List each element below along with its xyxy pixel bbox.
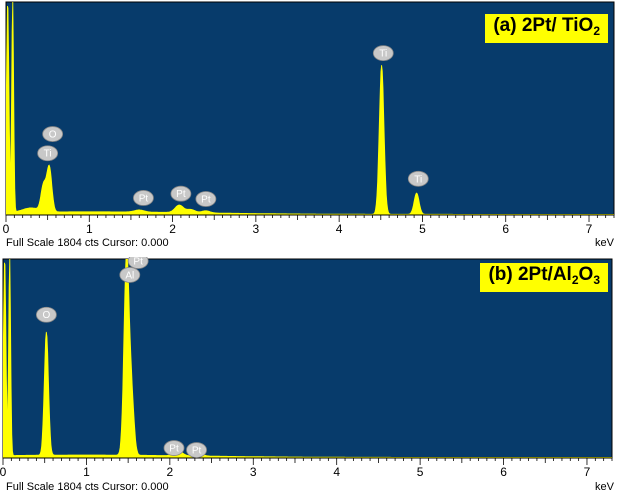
- spectrum-series-a: [6, 2, 614, 215]
- peak-label: Pt: [192, 446, 202, 457]
- x-tick-label: 6: [500, 465, 507, 479]
- peak-marker-pt: Pt: [127, 257, 149, 269]
- x-tick-label: 1: [86, 222, 93, 236]
- peak-marker-pt: Pt: [163, 440, 185, 456]
- peak-label: Ti: [379, 49, 387, 60]
- spectrum-panel-b: 0 1 2 3 4 5 6 7 Pt Al O Pt Pt (b) 2Pt/Al2O3 Full Sca…: [0, 257, 618, 496]
- peak-label: Pt: [133, 257, 143, 267]
- chart-title-a-text: (a) 2Pt/ TiO: [493, 15, 594, 36]
- peak-label: Pt: [139, 193, 149, 204]
- peak-marker-pt: Pt: [186, 442, 207, 458]
- peak-label: Pt: [176, 189, 186, 200]
- unit-label-a: keV: [595, 237, 614, 249]
- chart-title-a: (a) 2Pt/ TiO2: [485, 14, 608, 43]
- x-tick-label: 7: [586, 222, 593, 236]
- chart-title-b-text: (b) 2Pt/Al: [488, 264, 572, 285]
- peak-marker-ti: Ti: [407, 170, 429, 187]
- peak-label: Ti: [44, 149, 52, 160]
- peak-label: Pt: [201, 195, 211, 206]
- x-tick-label: 1: [83, 465, 90, 479]
- x-tick-label: 2: [169, 222, 176, 236]
- peak-marker-o: O: [42, 126, 64, 142]
- peak-label: O: [42, 310, 50, 321]
- peak-marker-ti: Ti: [372, 45, 394, 62]
- x-tick-label: 2: [167, 465, 174, 479]
- peak-marker-ti: Ti: [37, 145, 59, 162]
- x-tick-label: 0: [0, 465, 7, 479]
- x-tick-label: 4: [333, 465, 340, 479]
- chart-title-b: (b) 2Pt/Al2O3: [480, 263, 608, 292]
- peak-marker-o: O: [35, 306, 57, 323]
- x-tick-label: 4: [336, 222, 343, 236]
- x-tick-label: 7: [584, 465, 591, 479]
- chart-title-b-subscript: 2: [571, 273, 579, 287]
- peak-label: Al: [125, 270, 134, 281]
- x-tick-label: 0: [3, 222, 10, 236]
- footer-b: Full Scale 1804 cts Cursor: 0.000: [6, 481, 169, 493]
- peak-label: Pt: [169, 444, 179, 455]
- chart-title-a-subscript: 2: [593, 24, 600, 38]
- peak-marker-al: Al: [119, 267, 141, 283]
- x-tick-label: 6: [502, 222, 509, 236]
- unit-label-b: keV: [595, 481, 614, 493]
- peak-label: Ti: [414, 174, 422, 185]
- x-tick-label: 5: [417, 465, 424, 479]
- x-tick-label: 3: [250, 465, 257, 479]
- spectrum-panel-a: 0 1 2 3 4 5 6 7 O Ti Pt Pt Pt Ti Ti (a) 2Pt/ TiO2 Full…: [3, 1, 615, 249]
- chart-title-b-subscript-2: 3: [593, 273, 600, 287]
- x-tick-label: 5: [419, 222, 426, 236]
- chart-title-b-suffix: O: [578, 264, 594, 285]
- x-tick-label: 3: [253, 222, 260, 236]
- peak-marker-pt: Pt: [195, 191, 217, 207]
- peak-marker-pt: Pt: [170, 185, 192, 202]
- footer-a: Full Scale 1804 cts Cursor: 0.000: [6, 237, 169, 249]
- peak-label: O: [49, 130, 57, 141]
- peak-marker-pt: Pt: [133, 190, 154, 206]
- spectrum-series-b: [3, 259, 612, 458]
- plot-area-b: [2, 258, 613, 459]
